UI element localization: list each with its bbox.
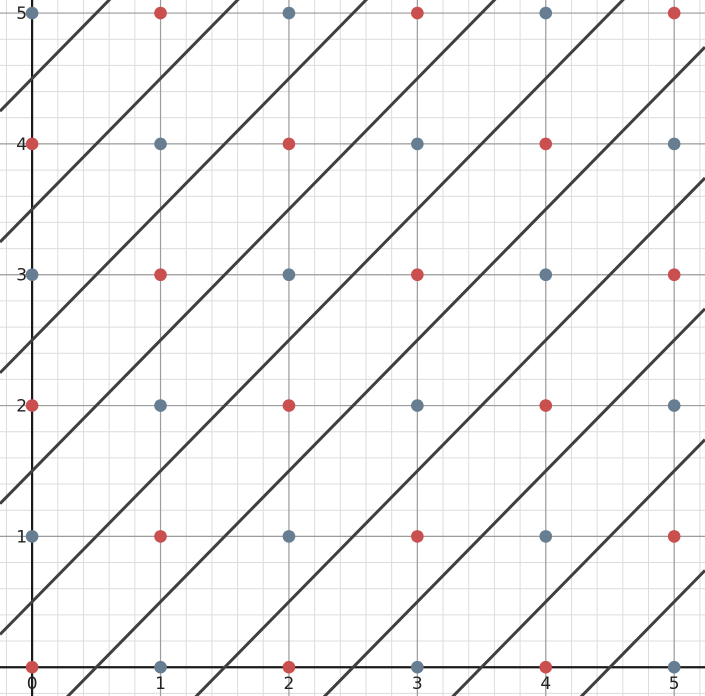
data-point-red bbox=[411, 6, 424, 20]
data-point-blue bbox=[411, 399, 424, 412]
diagonal-line bbox=[0, 0, 112, 113]
data-point-blue bbox=[667, 660, 681, 674]
data-points bbox=[25, 6, 681, 674]
data-point-red bbox=[667, 6, 681, 20]
diagonal-line bbox=[0, 0, 369, 374]
data-point-blue bbox=[154, 660, 167, 674]
data-point-red bbox=[154, 530, 167, 543]
x-tick-label: 3 bbox=[412, 674, 423, 694]
data-point-blue bbox=[539, 268, 553, 282]
x-tick-label: 5 bbox=[669, 674, 680, 694]
data-point-red bbox=[25, 660, 39, 674]
y-tick-label: 1 bbox=[16, 527, 27, 547]
data-point-blue bbox=[667, 137, 681, 151]
data-point-red bbox=[667, 268, 681, 282]
data-point-blue bbox=[411, 660, 424, 674]
x-tick-label: 4 bbox=[540, 674, 551, 694]
data-point-blue bbox=[539, 6, 553, 20]
data-point-red bbox=[667, 530, 681, 543]
diagonal-line bbox=[451, 438, 705, 696]
data-point-blue bbox=[154, 399, 167, 412]
data-point-red bbox=[25, 399, 39, 412]
data-point-red bbox=[539, 399, 553, 412]
x-tick-label: 2 bbox=[284, 674, 295, 694]
data-point-red bbox=[282, 660, 296, 674]
data-point-red bbox=[411, 530, 424, 543]
diagonal-line bbox=[0, 0, 497, 505]
y-tick-label: 2 bbox=[16, 397, 27, 417]
data-point-red bbox=[539, 660, 553, 674]
data-point-blue bbox=[411, 137, 424, 151]
diagonal-line bbox=[322, 307, 705, 696]
data-point-blue bbox=[25, 268, 39, 282]
data-point-blue bbox=[282, 268, 296, 282]
diagonal-line bbox=[0, 0, 240, 244]
diagonal-line bbox=[194, 176, 705, 696]
data-point-blue bbox=[25, 530, 39, 543]
data-point-blue bbox=[539, 530, 553, 543]
data-point-red bbox=[154, 268, 167, 282]
tick-labels: 0 1 2 3 4 5 1 2 3 4 5 bbox=[16, 4, 679, 694]
diagonal-line bbox=[579, 569, 705, 696]
data-point-red bbox=[282, 399, 296, 412]
data-point-blue bbox=[154, 137, 167, 151]
diagonal-line bbox=[0, 0, 625, 636]
data-point-blue bbox=[25, 6, 39, 20]
data-point-blue bbox=[282, 6, 296, 20]
y-tick-label: 4 bbox=[16, 135, 27, 155]
data-point-red bbox=[282, 137, 296, 151]
data-point-blue bbox=[282, 530, 296, 543]
x-tick-label: 1 bbox=[155, 674, 166, 694]
x-tick-label: 0 bbox=[27, 674, 38, 694]
data-point-blue bbox=[667, 399, 681, 412]
data-point-red bbox=[539, 137, 553, 151]
diagonal-line bbox=[65, 46, 705, 696]
y-tick-label: 5 bbox=[16, 4, 27, 24]
data-point-red bbox=[154, 6, 167, 20]
data-point-red bbox=[411, 268, 424, 282]
data-point-red bbox=[25, 137, 39, 151]
y-tick-label: 3 bbox=[16, 266, 27, 286]
